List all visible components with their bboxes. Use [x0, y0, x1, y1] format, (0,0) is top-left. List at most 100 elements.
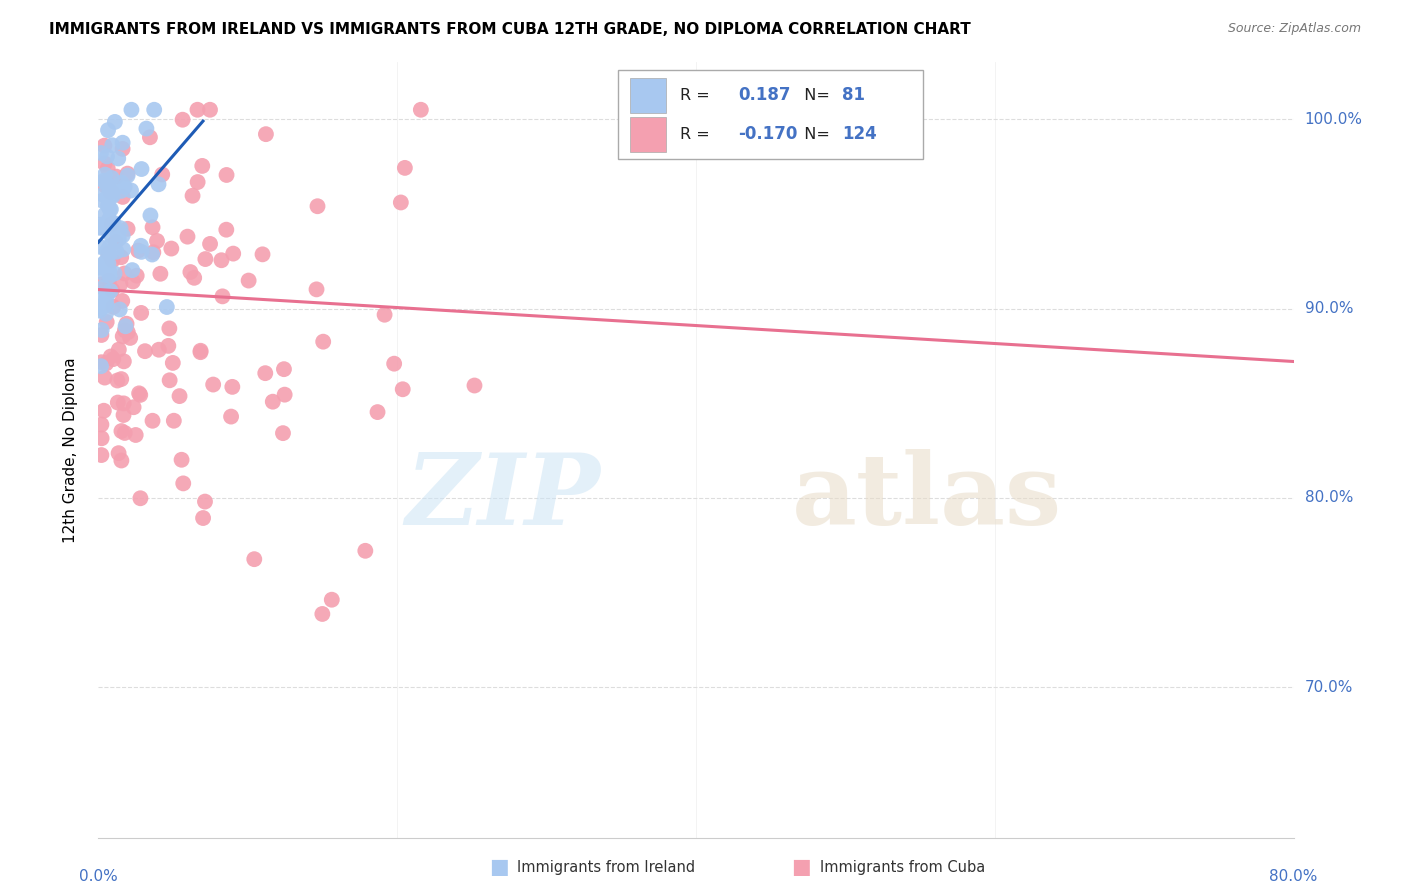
Point	[90, 299, 112, 313]
Point	[104, 115, 127, 129]
Point	[122, 401, 145, 415]
Point	[100, 217, 122, 231]
Text: 70.0%: 70.0%	[1305, 680, 1353, 695]
Point	[100, 189, 122, 203]
Point	[98, 268, 121, 283]
Point	[146, 234, 169, 248]
Point	[194, 494, 217, 508]
Point	[110, 372, 132, 386]
Point	[354, 543, 377, 558]
Text: 80.0%: 80.0%	[1270, 869, 1317, 884]
Point	[93, 268, 115, 282]
Point	[191, 511, 214, 525]
Point	[141, 247, 163, 261]
Point	[91, 260, 114, 274]
Point	[94, 175, 117, 189]
Point	[394, 161, 416, 175]
Point	[367, 405, 389, 419]
Point	[262, 394, 284, 409]
Text: ■: ■	[489, 857, 509, 877]
Point	[121, 263, 143, 277]
Point	[254, 127, 277, 141]
Point	[125, 268, 148, 283]
Point	[91, 280, 114, 294]
Point	[94, 261, 117, 276]
Point	[94, 178, 117, 193]
Point	[97, 256, 120, 270]
Point	[176, 229, 198, 244]
Point	[190, 345, 212, 359]
Point	[93, 138, 115, 153]
Point	[179, 265, 201, 279]
Point	[89, 240, 111, 254]
Point	[96, 254, 118, 268]
Point	[142, 245, 165, 260]
Point	[129, 388, 152, 402]
Text: 81: 81	[842, 87, 865, 104]
Point	[156, 300, 179, 314]
Point	[101, 283, 124, 297]
Point	[108, 224, 131, 238]
Point	[107, 446, 129, 460]
Point	[312, 334, 335, 349]
Point	[183, 270, 205, 285]
Point	[94, 296, 117, 310]
Point	[89, 220, 111, 235]
Point	[90, 431, 112, 445]
Point	[157, 321, 180, 335]
Text: 124: 124	[842, 126, 876, 144]
Point	[96, 315, 118, 329]
Point	[198, 236, 221, 251]
Point	[254, 366, 277, 380]
Point	[94, 175, 117, 189]
Point	[112, 396, 135, 410]
Point	[382, 357, 405, 371]
Point	[98, 246, 121, 260]
Point	[142, 220, 165, 235]
Text: atlas: atlas	[792, 449, 1062, 546]
Text: Immigrants from Ireland: Immigrants from Ireland	[517, 860, 696, 874]
Point	[110, 277, 132, 291]
Point	[115, 317, 138, 331]
Point	[100, 229, 122, 244]
Point	[103, 267, 125, 281]
Text: N=: N=	[794, 87, 830, 103]
Point	[215, 223, 238, 237]
Point	[103, 216, 125, 230]
FancyBboxPatch shape	[630, 117, 666, 152]
Point	[90, 355, 112, 369]
Point	[100, 284, 122, 298]
Point	[94, 307, 117, 321]
Point	[98, 244, 121, 259]
Point	[131, 244, 153, 259]
Point	[93, 403, 115, 417]
Point	[97, 246, 120, 260]
Point	[139, 209, 162, 223]
Point	[243, 552, 266, 566]
Point	[103, 300, 125, 314]
Point	[89, 260, 111, 275]
Point	[107, 374, 129, 388]
Point	[143, 103, 166, 117]
Text: ZIP: ZIP	[405, 449, 600, 545]
Point	[389, 195, 412, 210]
Text: N=: N=	[794, 127, 830, 142]
Text: 0.0%: 0.0%	[79, 869, 118, 884]
Point	[157, 339, 180, 353]
Point	[222, 246, 245, 260]
Point	[128, 386, 150, 401]
Point	[172, 112, 194, 127]
Point	[114, 267, 136, 281]
Y-axis label: 12th Grade, No Diploma: 12th Grade, No Diploma	[63, 358, 77, 543]
Point	[150, 168, 173, 182]
Point	[111, 293, 134, 308]
Point	[100, 217, 122, 231]
Point	[117, 169, 139, 183]
Point	[97, 274, 120, 288]
Point	[305, 282, 328, 296]
Point	[114, 425, 136, 440]
Point	[187, 175, 209, 189]
Point	[111, 190, 134, 204]
Text: R =: R =	[681, 87, 716, 103]
Point	[127, 244, 149, 258]
